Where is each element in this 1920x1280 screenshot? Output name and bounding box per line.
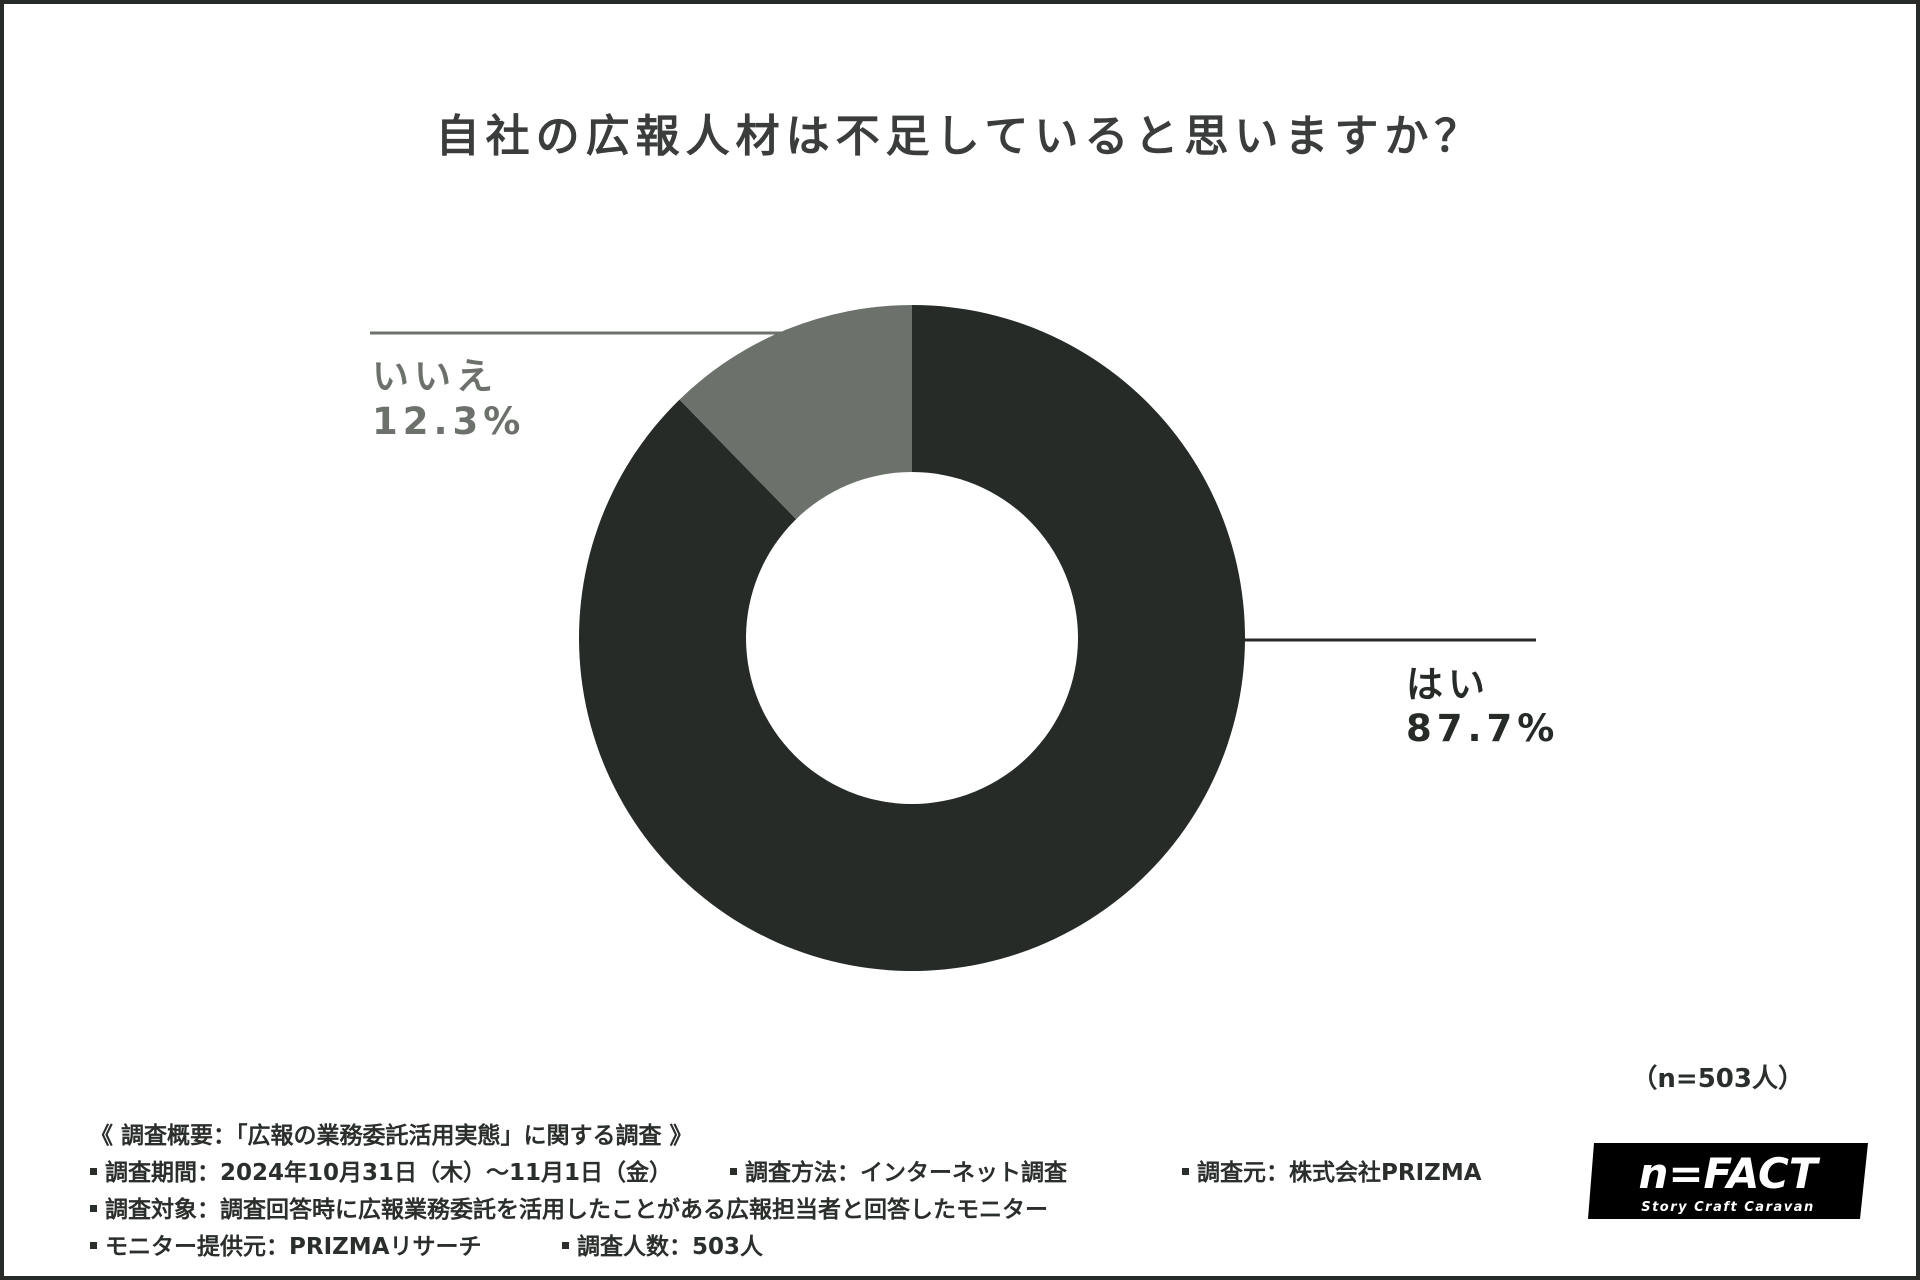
survey-notes: 《 調査概要：「広報の業務委託活用実態」に関する調査 》 調査期間：2024年1…: [90, 1118, 1482, 1266]
slice-label-iie: いいえ: [372, 355, 498, 398]
bullet-icon: [562, 1242, 570, 1249]
notes-method: 調査方法：インターネット調査: [745, 1160, 1068, 1186]
logo-background: [1588, 1143, 1868, 1219]
notes-source: 調査元：株式会社PRIZMA: [1197, 1160, 1482, 1186]
logo-tagline: Story Craft Caravan: [1641, 1200, 1815, 1215]
logo-wordmark: n=FACT: [1638, 1149, 1820, 1198]
notes-count: 調査人数：503人: [577, 1234, 764, 1260]
slice-label-hai: はい: [1406, 663, 1490, 706]
bullet-icon: [90, 1242, 97, 1249]
notes-heading: 《 調査概要：「広報の業務委託活用実態」に関する調査 》: [90, 1123, 693, 1149]
bullet-icon: [1182, 1168, 1190, 1175]
slice-value-iie: 12.3%: [372, 400, 525, 443]
sample-size: （n=503人）: [1631, 1064, 1804, 1094]
chart-title: 自社の広報人材は不足していると思いますか？: [435, 111, 1485, 162]
nfact-logo: n=FACT Story Craft Caravan: [1588, 1143, 1868, 1219]
bullet-icon: [90, 1168, 97, 1175]
notes-provider: モニター提供元：PRIZMAリサーチ: [105, 1234, 482, 1260]
notes-target: 調査対象：調査回答時に広報業務委託を活用したことがある広報担当者と回答したモニタ…: [105, 1197, 1048, 1223]
bullet-icon: [730, 1168, 738, 1175]
slice-value-hai: 87.7%: [1406, 707, 1559, 750]
bullet-icon: [90, 1205, 97, 1212]
donut-hole: [746, 472, 1078, 804]
notes-period: 調査期間：2024年10月31日（木）～11月1日（金）: [105, 1160, 673, 1186]
